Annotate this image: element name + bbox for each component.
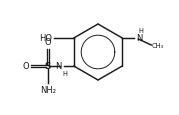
Text: S: S [45, 62, 51, 71]
Text: O: O [44, 38, 51, 47]
Text: H: H [62, 71, 67, 77]
Text: HO: HO [39, 34, 52, 43]
Text: CH₃: CH₃ [152, 43, 164, 49]
Text: O: O [22, 62, 29, 71]
Text: NH₂: NH₂ [40, 85, 56, 94]
Text: N: N [136, 34, 143, 43]
Text: H: H [139, 28, 144, 34]
Text: N: N [55, 62, 62, 71]
